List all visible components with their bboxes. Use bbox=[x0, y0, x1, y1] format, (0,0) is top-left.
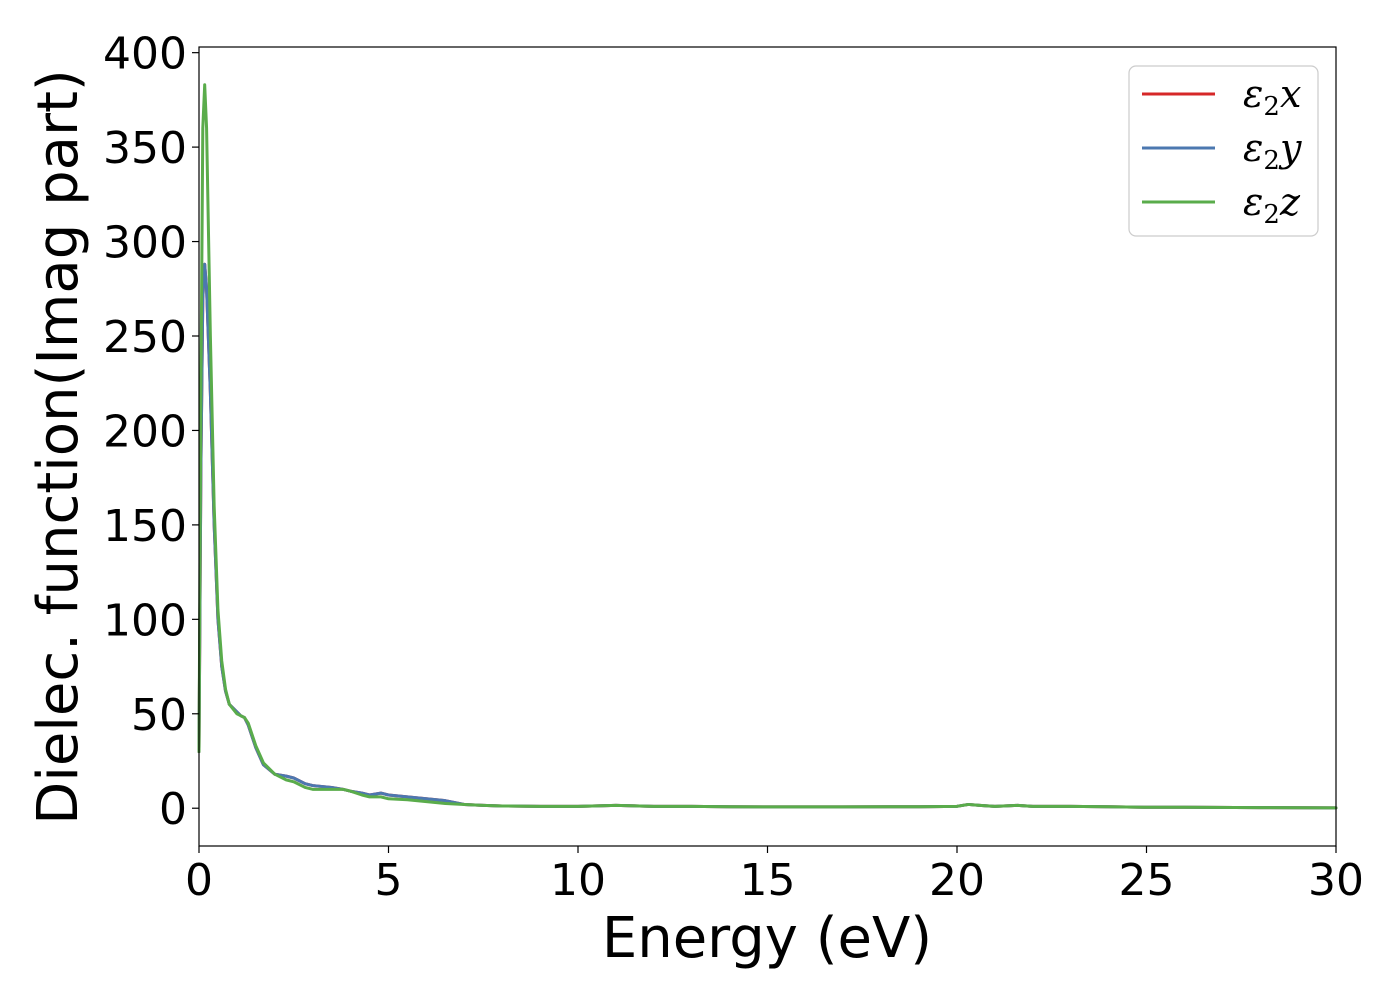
legend-label-z: ε2z bbox=[1243, 180, 1301, 230]
x-tick-label: 5 bbox=[375, 855, 403, 906]
x-axis-ticks: 0 5 10 15 20 25 30 bbox=[185, 846, 1364, 906]
x-tick-label: 30 bbox=[1308, 855, 1364, 906]
y-axis-label: Dielec. function(Imag part) bbox=[26, 69, 91, 825]
x-axis-label: Energy (eV) bbox=[602, 906, 932, 971]
x-tick-label: 10 bbox=[550, 855, 606, 906]
y-tick-label: 300 bbox=[103, 218, 187, 269]
series-line-z bbox=[197, 83, 1338, 810]
x-tick-label: 15 bbox=[740, 855, 796, 906]
y-tick-label: 50 bbox=[131, 690, 187, 741]
plot-lines bbox=[197, 83, 1338, 810]
y-tick-label: 100 bbox=[103, 595, 187, 646]
legend-label-x: ε2x bbox=[1243, 72, 1301, 122]
x-tick-label: 25 bbox=[1119, 855, 1175, 906]
legend-label-y: ε2y bbox=[1243, 126, 1302, 176]
x-tick-label: 20 bbox=[929, 855, 985, 906]
y-tick-label: 400 bbox=[103, 29, 187, 80]
legend-box bbox=[1128, 65, 1319, 237]
x-tick-label: 0 bbox=[185, 855, 213, 906]
series-line-y bbox=[197, 262, 1338, 810]
y-tick-label: 200 bbox=[103, 406, 187, 457]
y-tick-label: 350 bbox=[103, 123, 187, 174]
y-tick-label: 0 bbox=[159, 784, 187, 835]
y-tick-label: 250 bbox=[103, 312, 187, 363]
series-line-x bbox=[197, 262, 1338, 810]
y-axis-ticks: 0 50 100 150 200 250 300 350 400 bbox=[103, 29, 199, 835]
y-tick-label: 150 bbox=[103, 501, 187, 552]
